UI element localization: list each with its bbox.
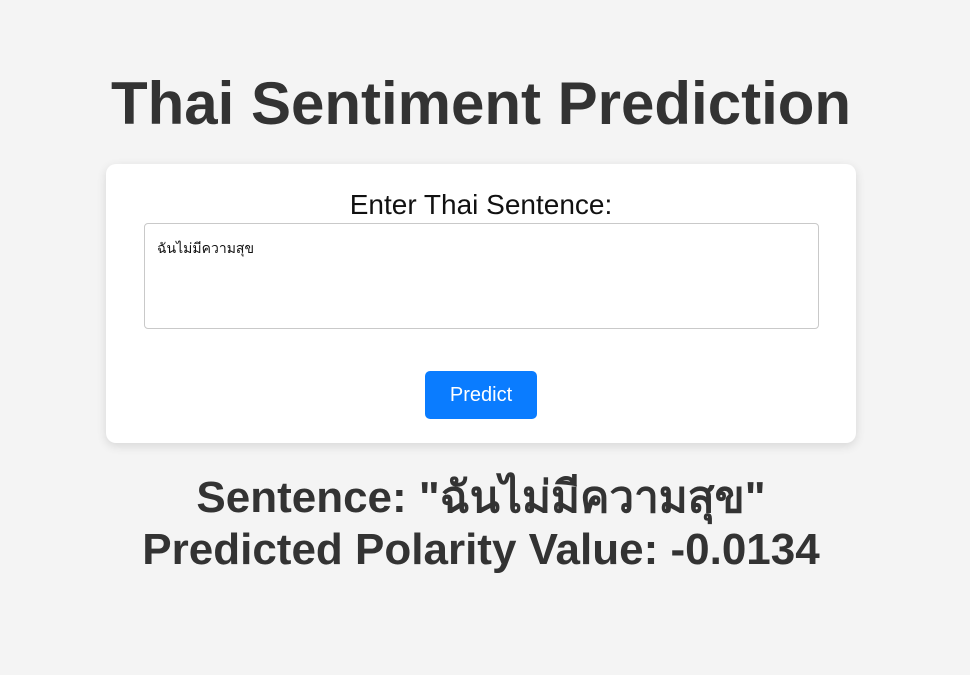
prediction-result: Sentence: "ฉันไม่มีความสุข" Predicted Po… [0,472,962,576]
result-polarity: Predicted Polarity Value: -0.0134 [142,525,820,574]
result-sentence: Sentence: "ฉันไม่มีความสุข" [196,473,766,522]
sentence-input-label: Enter Thai Sentence: [349,189,613,220]
sentence-input[interactable]: ฉันไม่มีความสุข [144,223,819,329]
page-title: Thai Sentiment Prediction [110,70,852,137]
predict-button[interactable]: Predict [425,371,537,419]
prediction-form-card: Enter Thai Sentence: ฉันไม่มีความสุข Pre… [106,164,856,443]
